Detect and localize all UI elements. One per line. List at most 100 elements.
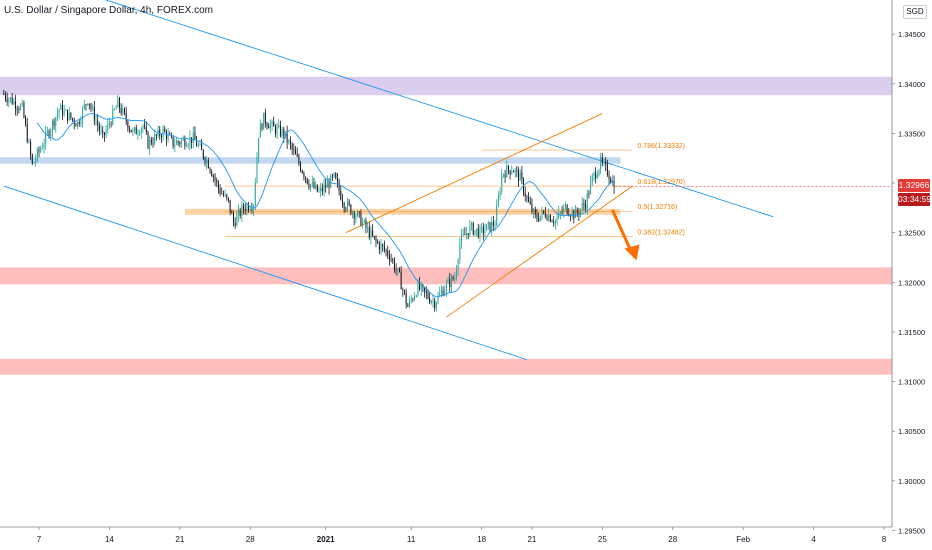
candle-body-335 — [564, 204, 566, 208]
candle-body-39 — [68, 112, 70, 121]
candle-body-68 — [117, 98, 119, 108]
candle-body-231 — [390, 259, 392, 261]
candle-body-116 — [197, 145, 199, 147]
candle-body-8 — [16, 108, 18, 110]
candle-body-164 — [278, 125, 280, 128]
candle-body-201 — [340, 190, 342, 200]
candle-body-252 — [425, 291, 427, 293]
candle-body-304 — [512, 171, 514, 173]
candle-body-118 — [201, 144, 203, 150]
candle-body-140 — [238, 209, 240, 216]
candle-body-117 — [199, 144, 201, 146]
candle-body-277 — [467, 233, 469, 236]
candle-body-362 — [610, 178, 612, 183]
candle-body-209 — [353, 212, 355, 219]
candle-body-36 — [63, 110, 65, 116]
candle-body-361 — [608, 175, 610, 179]
candle-body-17 — [31, 154, 33, 164]
candle-body-126 — [214, 176, 216, 181]
candle-body-65 — [112, 109, 114, 125]
candle-body-347 — [585, 205, 587, 209]
candle-body-0 — [3, 93, 5, 95]
candle-body-175 — [296, 154, 298, 157]
candle-body-74 — [127, 121, 129, 129]
candle-body-21 — [38, 149, 40, 152]
candle-body-225 — [380, 244, 382, 250]
candle-body-89 — [152, 143, 154, 145]
candle-body-110 — [187, 144, 189, 146]
y-tick-label-5: 1.32500 — [898, 229, 925, 238]
candle-body-350 — [590, 181, 592, 195]
candle-body-317 — [534, 209, 536, 215]
candle-body-293 — [494, 225, 496, 227]
x-tick-label-1: 14 — [105, 535, 114, 544]
candle-body-357 — [601, 157, 603, 163]
candle-body-241 — [407, 304, 409, 307]
candle-body-282 — [476, 228, 478, 231]
candle-body-147 — [249, 209, 251, 211]
candle-body-119 — [202, 149, 204, 158]
candle-body-257 — [434, 300, 436, 309]
candle-body-351 — [591, 175, 593, 182]
candle-body-28 — [50, 130, 52, 137]
candle-body-30 — [53, 120, 55, 126]
candle-body-262 — [442, 290, 444, 296]
candle-body-315 — [531, 203, 533, 213]
candle-body-91 — [155, 134, 157, 136]
candle-body-94 — [160, 136, 162, 138]
candle-body-302 — [509, 170, 511, 174]
candle-body-103 — [175, 141, 177, 145]
candle-body-108 — [184, 138, 186, 147]
candle-body-75 — [129, 128, 131, 130]
candle-body-246 — [415, 295, 417, 297]
candle-body-320 — [539, 215, 541, 221]
candle-body-13 — [25, 117, 27, 125]
candle-body-334 — [563, 207, 565, 213]
candle-body-186 — [315, 184, 317, 188]
candle-body-7 — [15, 101, 17, 109]
candle-body-6 — [13, 101, 15, 104]
ma-line — [36, 113, 615, 298]
candle-body-213 — [360, 212, 362, 226]
candle-body-81 — [139, 133, 141, 135]
candle-body-93 — [159, 129, 161, 137]
fib-label-1: 0.618(1.32970) — [638, 179, 685, 186]
candle-body-223 — [377, 241, 379, 243]
candle-body-238 — [402, 289, 404, 291]
candle-body-220 — [372, 230, 374, 236]
x-tick-label-0: 7 — [37, 535, 42, 544]
candle-body-165 — [279, 125, 281, 136]
candle-body-88 — [150, 139, 152, 144]
x-tick-label-11: 4 — [811, 535, 816, 544]
candle-body-314 — [529, 201, 531, 204]
candle-body-38 — [67, 109, 69, 121]
candle-body-272 — [459, 242, 461, 260]
candle-body-288 — [486, 224, 488, 231]
candle-body-157 — [266, 123, 268, 127]
candle-body-43 — [75, 123, 77, 127]
candle-body-311 — [524, 192, 526, 197]
y-tick-label-1: 1.34500 — [898, 30, 925, 39]
candle-body-200 — [338, 182, 340, 191]
candle-body-53 — [92, 107, 94, 109]
candle-body-87 — [149, 139, 151, 149]
candle-body-170 — [288, 140, 290, 143]
fib-levels: 0.786(1.33332) 0.618(1.32970) 0.5(1.32716)… — [225, 143, 685, 237]
candle-body-106 — [181, 140, 183, 144]
candle-body-60 — [103, 132, 105, 136]
candle-body-191 — [323, 185, 325, 192]
candle-body-342 — [576, 209, 578, 214]
candle-body-57 — [98, 125, 100, 131]
candle-body-173 — [293, 149, 295, 151]
candle-body-178 — [301, 170, 303, 173]
candle-body-329 — [554, 220, 556, 224]
candle-body-33 — [58, 109, 60, 114]
candle-body-299 — [504, 174, 506, 178]
candle-body-237 — [400, 271, 402, 290]
candle-body-279 — [471, 223, 473, 225]
candle-body-84 — [144, 125, 146, 127]
currency-label[interactable]: SGD — [903, 5, 927, 19]
candle-body-159 — [269, 124, 271, 129]
